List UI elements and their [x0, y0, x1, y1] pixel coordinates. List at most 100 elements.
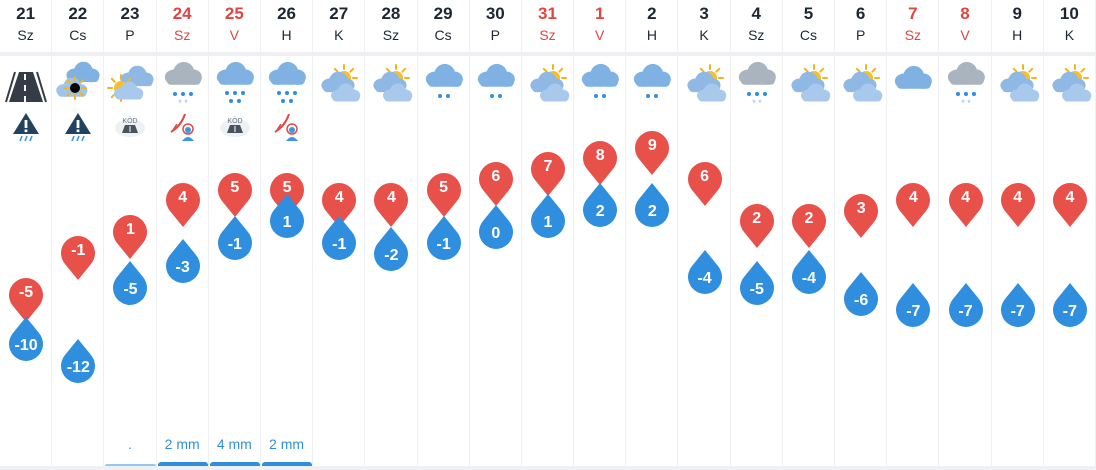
max-temp-value: 2	[804, 210, 814, 227]
min-temp-value: -7	[1062, 303, 1077, 321]
min-temp-drop: -4	[791, 249, 827, 297]
min-temp-value: -4	[801, 269, 817, 287]
day-column[interactable]: 1 V 8 2	[574, 0, 627, 470]
precipitation-amount: 2 mm	[164, 436, 200, 452]
max-temp-pin: 2	[739, 201, 775, 249]
max-temp-value: 5	[282, 178, 292, 196]
day-column[interactable]: 31 Sz 7 1	[522, 0, 575, 470]
min-temp-drop: -2	[373, 226, 409, 274]
max-temp-value: -1	[71, 241, 86, 259]
min-temp-value: -1	[436, 236, 451, 254]
day-name: Sz	[17, 27, 34, 43]
day-number: 24	[172, 4, 192, 23]
wind-alert-icon[interactable]	[271, 110, 303, 142]
partly-cloudy-night-icon	[53, 58, 103, 108]
day-number: 21	[16, 4, 36, 23]
svg-text:KÖD: KÖD	[123, 117, 138, 125]
svg-text:* *: * *	[961, 98, 971, 108]
partly-cloudy-icon	[523, 58, 573, 108]
max-temp-pin: 6	[478, 159, 514, 207]
day-column[interactable]: 30 P 6 0	[470, 0, 522, 470]
day-name: Sz	[173, 27, 191, 43]
precipitation-amount: 4 mm	[216, 436, 252, 452]
max-temp-pin: 5	[426, 170, 462, 218]
day-column[interactable]: 3 K 6 -4	[678, 0, 731, 470]
min-temp-drop: 2	[634, 182, 670, 230]
day-column[interactable]: 5 Cs 2 -4	[783, 0, 836, 470]
day-name: Sz	[382, 27, 400, 43]
max-temp-value: 4	[178, 189, 188, 206]
max-temp-pin: 4	[948, 180, 984, 228]
day-column[interactable]: 7 Sz 4 -7	[887, 0, 940, 470]
max-temp-value: 4	[961, 189, 970, 206]
storm-warning-icon[interactable]	[62, 110, 94, 142]
day-number: 6	[855, 4, 866, 23]
day-name: Sz	[904, 27, 921, 43]
day-name: Cs	[434, 27, 452, 43]
day-name: V	[960, 27, 970, 43]
day-column[interactable]: 10 K 4 -7	[1044, 0, 1096, 470]
day-column[interactable]: 4 Sz * * 2 -5	[731, 0, 783, 470]
min-temp-drop: -7	[1000, 282, 1036, 330]
max-temp-pin: 8	[582, 138, 618, 186]
min-temp-value: 1	[543, 213, 553, 231]
precipitation-bar	[105, 464, 156, 466]
max-temp-value: 5	[439, 178, 449, 196]
day-column[interactable]: 9 H 4 -7	[992, 0, 1044, 470]
max-temp-pin: 4	[1000, 180, 1036, 228]
partly-cloudy-icon	[680, 58, 730, 108]
svg-text:KÖD: KÖD	[227, 117, 242, 125]
day-number: 2	[647, 4, 657, 23]
max-temp-value: 4	[386, 189, 396, 206]
precipitation-amount: 2 mm	[269, 436, 305, 452]
wind-alert-icon[interactable]	[167, 110, 199, 142]
day-number: 23	[120, 4, 140, 23]
day-column[interactable]: 24 Sz * * 4 -3 2 mm	[157, 0, 209, 470]
bottom-divider	[0, 466, 1096, 470]
day-column[interactable]: 21 Sz -5 -10	[0, 0, 53, 470]
partly-cloudy-icon	[366, 58, 416, 108]
day-name: P	[855, 27, 866, 43]
fog-icon[interactable]: KÖD	[219, 110, 251, 142]
light-rain-cloud-icon	[575, 58, 625, 108]
day-column[interactable]: 22 Cs -1 -12	[52, 0, 105, 470]
min-temp-drop: -1	[321, 215, 357, 263]
partly-cloudy-icon	[314, 58, 364, 108]
min-temp-drop: -1	[217, 215, 253, 263]
min-temp-value: -5	[749, 281, 764, 298]
day-number: 30	[485, 4, 505, 23]
storm-warning-icon[interactable]	[10, 110, 42, 142]
max-temp-pin: 9	[634, 128, 670, 176]
max-temp-pin: 4	[321, 180, 357, 228]
day-column[interactable]: 8 V * * 4 -7	[939, 0, 992, 470]
fog-icon[interactable]: KÖD	[114, 110, 146, 142]
day-number: 28	[381, 4, 401, 23]
day-column[interactable]: 28 Sz 4 -2	[365, 0, 418, 470]
max-temp-value: 6	[700, 168, 710, 185]
day-column[interactable]: 6 P 3 -6	[835, 0, 888, 470]
max-temp-value: 4	[1013, 189, 1023, 206]
partly-sunny-icon	[105, 58, 155, 108]
day-name: H	[281, 27, 292, 43]
min-temp-drop: 1	[530, 193, 566, 241]
day-name: K	[1064, 27, 1075, 43]
max-temp-pin: 3	[843, 191, 879, 239]
max-temp-pin: 4	[373, 180, 409, 228]
header-divider	[0, 52, 1096, 56]
day-name: V	[595, 27, 605, 43]
day-column[interactable]: 26 H 5 1 2 mm	[261, 0, 314, 470]
svg-text:* *: * *	[178, 98, 188, 108]
min-temp-drop: -6	[843, 271, 879, 319]
max-temp-value: 9	[647, 136, 657, 154]
day-column[interactable]: 29 Cs 5 -1	[418, 0, 470, 470]
min-temp-drop: -7	[895, 282, 931, 330]
day-column[interactable]: 23 P KÖD 1 -5.	[104, 0, 157, 470]
day-name: V	[229, 27, 240, 43]
min-temp-drop: -3	[165, 238, 201, 286]
day-column[interactable]: 27 K 4 -1	[313, 0, 366, 470]
day-column[interactable]: 25 V KÖD 5 -1 4 mm	[209, 0, 261, 470]
day-column[interactable]: 2 H 9 2	[626, 0, 679, 470]
max-temp-pin: 2	[791, 201, 827, 249]
min-temp-value: 2	[595, 202, 605, 220]
